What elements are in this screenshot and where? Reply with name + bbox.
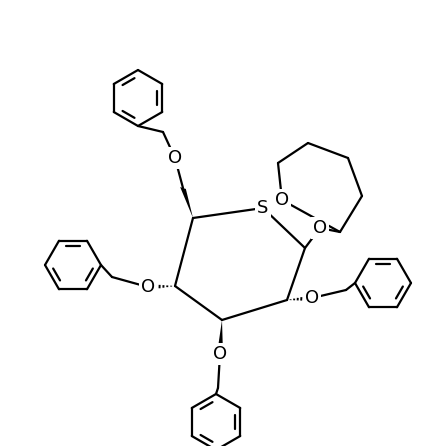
Polygon shape [217,320,223,354]
Text: O: O [305,289,319,307]
Text: O: O [313,219,327,237]
Text: O: O [275,191,289,209]
Text: S: S [257,199,269,217]
Text: O: O [168,149,182,167]
Text: O: O [141,278,155,296]
Text: O: O [213,345,227,363]
Polygon shape [180,187,193,218]
